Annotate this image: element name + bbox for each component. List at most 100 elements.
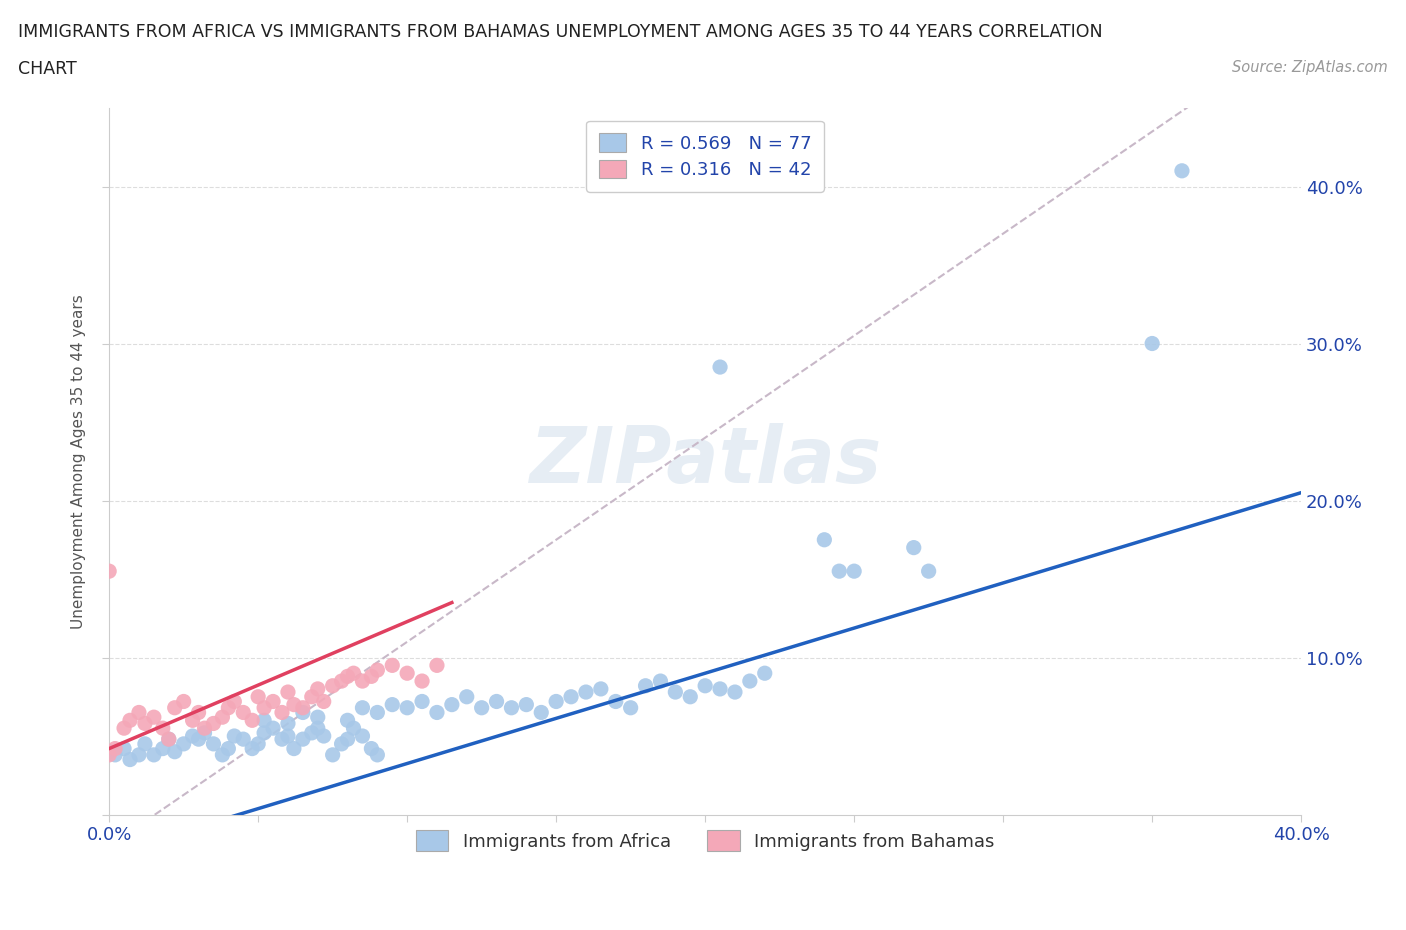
Point [828, 564, 851, 578]
Point [262, 694, 284, 709]
Point [152, 721, 174, 736]
Point [217, 700, 239, 715]
Point [187, 732, 209, 747]
Point [440, 698, 463, 712]
Point [352, 673, 374, 688]
Point [202, 716, 225, 731]
Point [695, 678, 717, 693]
Point [664, 684, 686, 699]
Text: ZIPatlas: ZIPatlas [529, 423, 882, 499]
Point [173, 694, 195, 709]
Point [336, 713, 359, 728]
Point [605, 694, 627, 709]
Point [193, 721, 215, 736]
Point [709, 360, 731, 375]
Point [142, 748, 165, 763]
Point [277, 684, 299, 699]
Point [202, 737, 225, 751]
Point [232, 705, 254, 720]
Point [253, 713, 276, 728]
Point [112, 741, 135, 756]
Point [709, 682, 731, 697]
Point [112, 721, 135, 736]
Point [754, 666, 776, 681]
Point [336, 732, 359, 747]
Point [322, 748, 344, 763]
Point [307, 682, 329, 697]
Point [426, 658, 449, 672]
Point [352, 700, 374, 715]
Point [330, 737, 353, 751]
Point [193, 725, 215, 740]
Point [634, 678, 657, 693]
Point [247, 689, 270, 704]
Point [118, 713, 141, 728]
Point [232, 732, 254, 747]
Point [224, 728, 246, 743]
Point [104, 741, 127, 756]
Point [1140, 336, 1163, 351]
Point [134, 716, 156, 731]
Point [134, 737, 156, 751]
Point [181, 713, 204, 728]
Point [560, 689, 582, 704]
Point [396, 700, 419, 715]
Point [291, 700, 314, 715]
Point [157, 732, 180, 747]
Point [224, 694, 246, 709]
Point [142, 710, 165, 724]
Point [485, 694, 508, 709]
Point [515, 698, 537, 712]
Y-axis label: Unemployment Among Ages 35 to 44 years: Unemployment Among Ages 35 to 44 years [72, 294, 86, 629]
Point [283, 741, 305, 756]
Point [128, 705, 150, 720]
Point [163, 744, 186, 759]
Point [240, 713, 263, 728]
Point [301, 689, 323, 704]
Point [336, 669, 359, 684]
Point [366, 705, 388, 720]
Text: IMMIGRANTS FROM AFRICA VS IMMIGRANTS FROM BAHAMAS UNEMPLOYMENT AMONG AGES 35 TO : IMMIGRANTS FROM AFRICA VS IMMIGRANTS FRO… [18, 23, 1102, 41]
Point [98, 744, 121, 759]
Point [589, 682, 612, 697]
Point [104, 748, 127, 763]
Point [844, 564, 866, 578]
Point [253, 700, 276, 715]
Point [396, 666, 419, 681]
Point [360, 669, 382, 684]
Point [277, 728, 299, 743]
Point [679, 689, 702, 704]
Point [271, 732, 294, 747]
Point [620, 700, 643, 715]
Point [471, 700, 494, 715]
Point [301, 725, 323, 740]
Point [187, 705, 209, 720]
Point [211, 710, 233, 724]
Point [411, 694, 433, 709]
Point [211, 748, 233, 763]
Point [456, 689, 478, 704]
Point [1171, 164, 1194, 179]
Point [342, 721, 364, 736]
Point [360, 741, 382, 756]
Point [530, 705, 553, 720]
Point [98, 748, 121, 763]
Point [307, 721, 329, 736]
Point [307, 710, 329, 724]
Text: Source: ZipAtlas.com: Source: ZipAtlas.com [1232, 60, 1388, 75]
Point [163, 700, 186, 715]
Point [813, 532, 835, 547]
Point [426, 705, 449, 720]
Point [217, 741, 239, 756]
Point [262, 721, 284, 736]
Point [352, 728, 374, 743]
Point [157, 732, 180, 747]
Point [312, 728, 335, 743]
Point [277, 716, 299, 731]
Point [917, 564, 939, 578]
Point [650, 673, 672, 688]
Point [501, 700, 523, 715]
Point [291, 705, 314, 720]
Point [342, 666, 364, 681]
Point [724, 684, 747, 699]
